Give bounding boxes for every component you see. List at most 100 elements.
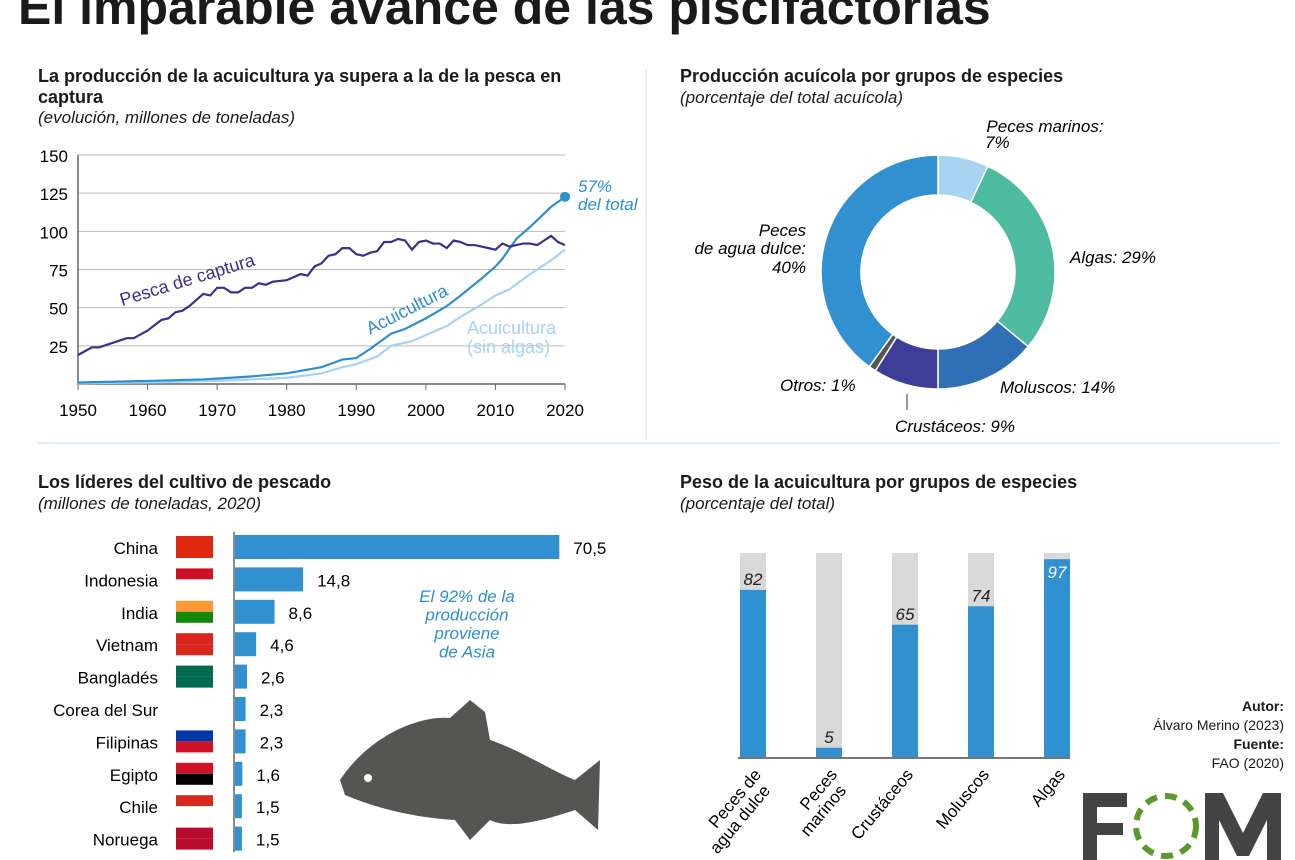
- y-tick-label: 150: [40, 147, 68, 166]
- country-label: Vietnam: [96, 636, 158, 655]
- fish-icon: [340, 700, 600, 840]
- vbar-chart-title: Peso de la acuicultura por grupos de esp…: [680, 472, 1078, 492]
- line-series-2: [77, 248, 566, 385]
- bar-value-label: 2,3: [260, 733, 284, 752]
- bar: [235, 697, 246, 721]
- country-label: India: [121, 604, 158, 623]
- bar-value-label: 97: [1048, 563, 1067, 582]
- flag-icon: [176, 568, 213, 580]
- source: FAO (2020): [1211, 755, 1284, 771]
- bar-value-label: 5: [824, 728, 834, 747]
- line-series-0: [77, 234, 566, 356]
- x-tick-label: 1950: [59, 401, 97, 420]
- author-label: Autor:: [1242, 698, 1284, 714]
- annotation: del total: [578, 195, 639, 214]
- hbar-chart-title: Los líderes del cultivo de pescado: [38, 472, 332, 492]
- flag-icon: [176, 611, 213, 623]
- slice-label: Algas: 29%: [1069, 248, 1156, 267]
- flag-icon: [176, 827, 213, 839]
- flag-icon: [176, 600, 213, 612]
- bar-value-label: 2,6: [261, 669, 285, 688]
- bar-value-label: 1,5: [256, 831, 280, 850]
- bar-background: [816, 553, 842, 758]
- vbar-chart-subtitle: (porcentaje del total): [680, 494, 835, 513]
- bar-value-label: 1,5: [256, 798, 280, 817]
- line-chart-subtitle: (evolución, millones de toneladas): [38, 108, 296, 127]
- slice-label: de agua dulce:: [694, 239, 806, 258]
- bar: [235, 729, 246, 754]
- bar-value-label: 1,6: [256, 766, 280, 785]
- country-label: Corea del Sur: [53, 701, 158, 720]
- bar: [235, 632, 257, 657]
- slice-label: Otros: 1%: [780, 376, 856, 395]
- x-tick-label: 1990: [337, 401, 375, 420]
- line-chart-title: La producción de la acuicultura ya super…: [38, 66, 562, 107]
- y-tick-label: 75: [49, 262, 68, 281]
- bar: [1044, 559, 1070, 758]
- series-label: (sin algas): [467, 337, 550, 357]
- y-tick-label: 100: [40, 223, 68, 242]
- bar-value-label: 8,6: [289, 604, 313, 623]
- category-label: Algas: [1027, 765, 1069, 810]
- country-label: China: [114, 539, 159, 558]
- x-tick-label: 1970: [198, 401, 236, 420]
- bar: [235, 567, 304, 592]
- slice-label: 40%: [772, 258, 806, 277]
- slice-label: Moluscos: 14%: [1000, 378, 1115, 397]
- y-tick-label: 50: [49, 300, 68, 319]
- flag-icon: [176, 730, 213, 742]
- flag-icon: [176, 773, 213, 785]
- hbar-chart-subtitle: (millones de toneladas, 2020): [38, 494, 262, 513]
- bar-value-label: 4,6: [270, 636, 294, 655]
- credits: Autor: Álvaro Merino (2023) Fuente: FAO …: [1153, 697, 1284, 773]
- flag-icon: [176, 762, 213, 774]
- bar: [235, 794, 242, 819]
- flag-icon: [176, 633, 213, 645]
- annotation: producción: [424, 606, 508, 625]
- x-tick-label: 1980: [268, 401, 306, 420]
- country-label: Indonesia: [84, 571, 158, 590]
- page-title: El imparable avance de las piscifactoría…: [18, 0, 991, 35]
- category-label: Moluscos: [932, 765, 993, 832]
- country-label: Egipto: [110, 766, 158, 785]
- slice-label: Crustáceos: 9%: [895, 417, 1015, 436]
- country-label: Bangladés: [78, 669, 158, 688]
- bar-value-label: 2,3: [260, 701, 284, 720]
- x-tick-label: 2020: [546, 401, 584, 420]
- slice-label: Peces: [759, 221, 807, 240]
- fish-eye: [364, 774, 372, 782]
- flag-icon: [176, 644, 213, 656]
- flag-icon: [176, 547, 213, 558]
- bar: [235, 761, 243, 786]
- flag-icon: [176, 709, 213, 720]
- annotation: proviene: [433, 624, 499, 643]
- x-tick-label: 1960: [129, 401, 167, 420]
- bar: [235, 664, 247, 689]
- series-label: Acuicultura: [467, 318, 557, 338]
- country-label: Chile: [119, 798, 158, 817]
- flag-icon: [176, 741, 213, 753]
- flag-icon: [176, 676, 213, 688]
- bar: [892, 624, 918, 758]
- slice-label: Peces marinos:: [986, 117, 1103, 136]
- flag-icon: [176, 795, 213, 807]
- bar: [235, 535, 560, 559]
- slice-label: 7%: [985, 133, 1010, 152]
- flag-icon: [176, 536, 213, 547]
- x-tick-label: 2000: [407, 401, 445, 420]
- bar-value-label: 82: [744, 570, 763, 589]
- flag-icon: [176, 665, 213, 677]
- endpoint-marker: [560, 191, 570, 202]
- bar-value-label: 14,8: [317, 571, 350, 590]
- bar-value-label: 65: [896, 605, 915, 624]
- category-label: Crustáceos: [847, 765, 917, 843]
- bar-value-label: 74: [972, 586, 991, 605]
- flag-icon: [176, 838, 213, 850]
- annotation: de Asia: [439, 643, 495, 662]
- bar: [968, 606, 994, 758]
- x-tick-label: 2010: [477, 401, 515, 420]
- y-tick-label: 125: [40, 185, 68, 204]
- eom-logo: [1083, 793, 1281, 860]
- flag-icon: [176, 698, 213, 709]
